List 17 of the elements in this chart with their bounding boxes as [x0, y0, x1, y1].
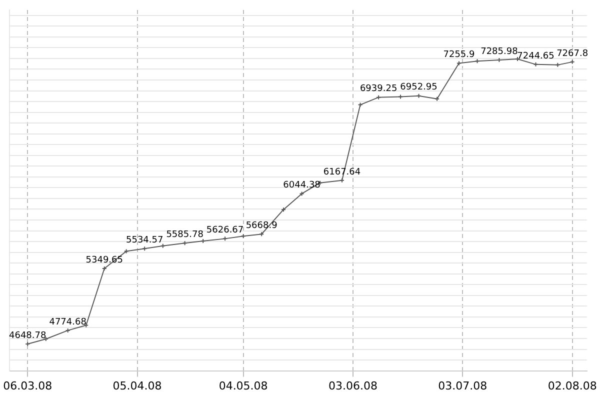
x-tick-label: 03.07.08 [438, 379, 488, 392]
x-tick-label: 06.03.08 [3, 379, 52, 392]
data-label: 7255.9 [443, 50, 476, 60]
data-label: 7267.8 [556, 48, 588, 59]
x-tick-label: 05.04.08 [112, 379, 162, 392]
data-label: 4774.68 [49, 317, 87, 328]
data-label: 5626.67 [206, 226, 244, 236]
data-label: 5585.78 [166, 230, 204, 240]
data-label: 7244.65 [517, 51, 554, 62]
x-tick-label: 02.08.08 [548, 379, 597, 392]
data-label: 4648.78 [9, 330, 46, 341]
data-label: 6939.25 [360, 84, 398, 94]
data-label: 5534.57 [126, 235, 164, 246]
x-tick-label: 04.05.08 [218, 379, 268, 392]
data-label: 6952.95 [400, 82, 438, 93]
x-tick-label: 03.06.08 [328, 379, 378, 392]
data-label: 7285.98 [480, 46, 518, 57]
